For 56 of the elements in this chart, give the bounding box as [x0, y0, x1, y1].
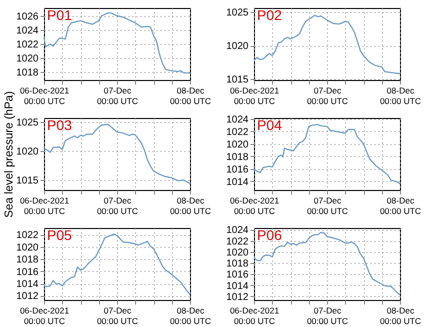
y-tick-label: 1020: [16, 242, 39, 254]
x-tick-label: 08-Dec 00:00 UTC: [170, 86, 212, 106]
y-tick-label: 1016: [226, 164, 249, 176]
x-tick-label: 07-Dec 00:00 UTC: [96, 86, 138, 106]
x-tick-label: 08-Dec 00:00 UTC: [380, 306, 422, 326]
x-tick-label: 07-Dec 00:00 UTC: [96, 306, 138, 326]
x-tick-label: 06-Dec-2021 00:00 UTC: [20, 86, 70, 106]
line-series: [43, 12, 191, 74]
y-tick-label: 1016: [16, 266, 39, 278]
annotation: P03: [47, 117, 72, 133]
x-tick-label: 07-Dec 00:00 UTC: [306, 196, 348, 216]
annotation: P06: [257, 227, 282, 243]
x-tick-label: 08-Dec 00:00 UTC: [170, 196, 212, 216]
annotation: P04: [257, 117, 282, 133]
x-tick-label: 06-Dec-2021 00:00 UTC: [230, 196, 280, 216]
y-tick-label: 1024: [226, 114, 249, 126]
y-tick-label: 1015: [16, 176, 39, 187]
y-tick-label: 1024: [16, 25, 39, 36]
y-tick-label: 1020: [226, 41, 249, 52]
y-tick-label: 1015: [226, 74, 249, 86]
x-tick-label: 06-Dec-2021 00:00 UTC: [20, 196, 70, 216]
y-tick-label: 1020: [226, 247, 249, 258]
y-tick-label: 1020: [16, 146, 39, 158]
x-tick-label: 07-Dec 00:00 UTC: [306, 86, 348, 106]
y-tick-label: 1014: [226, 176, 249, 188]
y-tick-label: 1014: [226, 280, 249, 292]
y-tick-label: 1018: [16, 68, 39, 79]
y-tick-label: 1026: [16, 11, 39, 22]
y-tick-label: 1012: [16, 291, 39, 302]
annotation: P02: [257, 7, 282, 23]
y-tick-label: 1012: [226, 292, 249, 303]
y-axis-title: Sea level pressure (hPa): [3, 91, 16, 218]
x-tick-label: 08-Dec 00:00 UTC: [170, 306, 212, 326]
annotation: P05: [47, 227, 72, 243]
x-tick-label: 08-Dec 00:00 UTC: [380, 86, 422, 106]
y-tick-label: 1018: [16, 254, 39, 266]
x-tick-label: 06-Dec-2021 00:00 UTC: [20, 306, 70, 326]
y-tick-label: 1024: [226, 225, 249, 236]
y-tick-label: 1022: [226, 126, 249, 138]
y-tick-label: 1020: [16, 54, 39, 65]
y-tick-label: 1014: [16, 279, 39, 290]
y-tick-label: 1022: [16, 230, 39, 242]
x-tick-label: 07-Dec 00:00 UTC: [96, 196, 138, 216]
x-tick-label: 06-Dec-2021 00:00 UTC: [230, 306, 280, 326]
y-tick-label: 1025: [226, 8, 249, 19]
y-tick-label: 1025: [16, 118, 39, 129]
x-tick-label: 07-Dec 00:00 UTC: [306, 306, 348, 326]
x-tick-label: 06-Dec-2021 00:00 UTC: [230, 86, 280, 106]
annotation: P01: [47, 7, 72, 23]
y-tick-label: 1018: [226, 258, 249, 270]
y-tick-label: 1016: [226, 270, 249, 281]
y-tick-label: 1020: [226, 139, 249, 150]
y-tick-label: 1022: [226, 236, 249, 248]
y-tick-label: 1022: [16, 40, 39, 50]
y-tick-label: 1018: [226, 152, 249, 163]
x-tick-label: 08-Dec 00:00 UTC: [380, 196, 422, 216]
